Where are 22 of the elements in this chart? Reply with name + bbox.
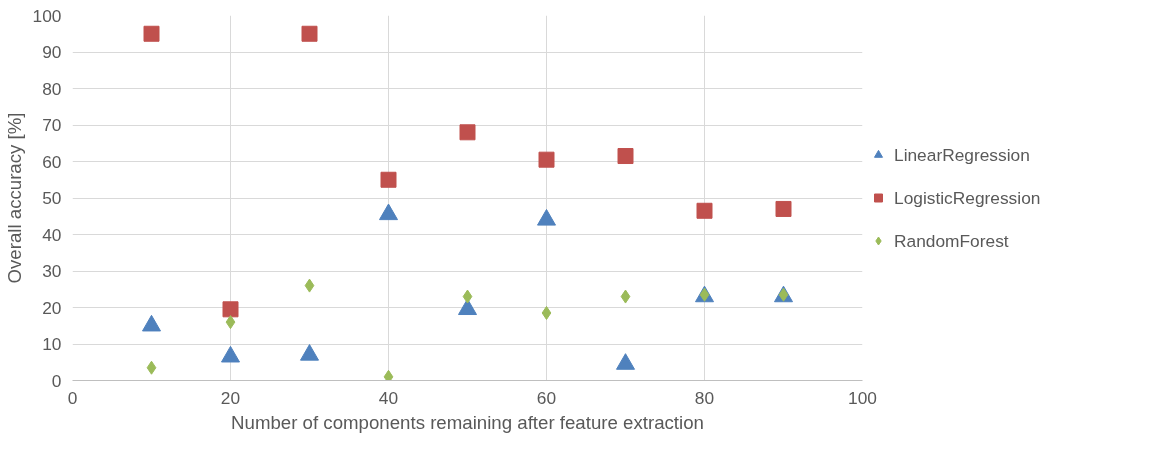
y-tick-label: 100 bbox=[32, 5, 62, 26]
y-axis-title: Overall accuracy [%] bbox=[3, 112, 25, 284]
y-tick-label: 30 bbox=[42, 261, 62, 281]
x-tick-label: 40 bbox=[378, 387, 399, 408]
y-tick-label: 60 bbox=[42, 151, 62, 172]
x-tick-label: 60 bbox=[536, 387, 557, 408]
y-tick-label: 90 bbox=[42, 42, 62, 62]
legend-label: LogisticRegression bbox=[894, 187, 1041, 208]
x-tick-label: 0 bbox=[67, 387, 78, 408]
y-tick-label: 50 bbox=[42, 188, 62, 208]
legend-label: LinearRegression bbox=[894, 144, 1030, 165]
y-tick-label: 70 bbox=[42, 115, 62, 135]
y-tick-label: 80 bbox=[42, 78, 62, 99]
x-axis-title: Number of components remaining after feature extraction bbox=[231, 411, 704, 433]
y-tick-label: 40 bbox=[42, 224, 62, 245]
x-tick-label: 80 bbox=[694, 387, 715, 408]
y-tick-label: 20 bbox=[42, 297, 62, 318]
x-tick-label: 20 bbox=[220, 387, 241, 408]
legend-label: RandomForest bbox=[894, 230, 1009, 251]
y-tick-label: 10 bbox=[42, 334, 62, 354]
y-tick-label: 0 bbox=[51, 370, 62, 391]
x-tick-label: 100 bbox=[848, 387, 877, 408]
